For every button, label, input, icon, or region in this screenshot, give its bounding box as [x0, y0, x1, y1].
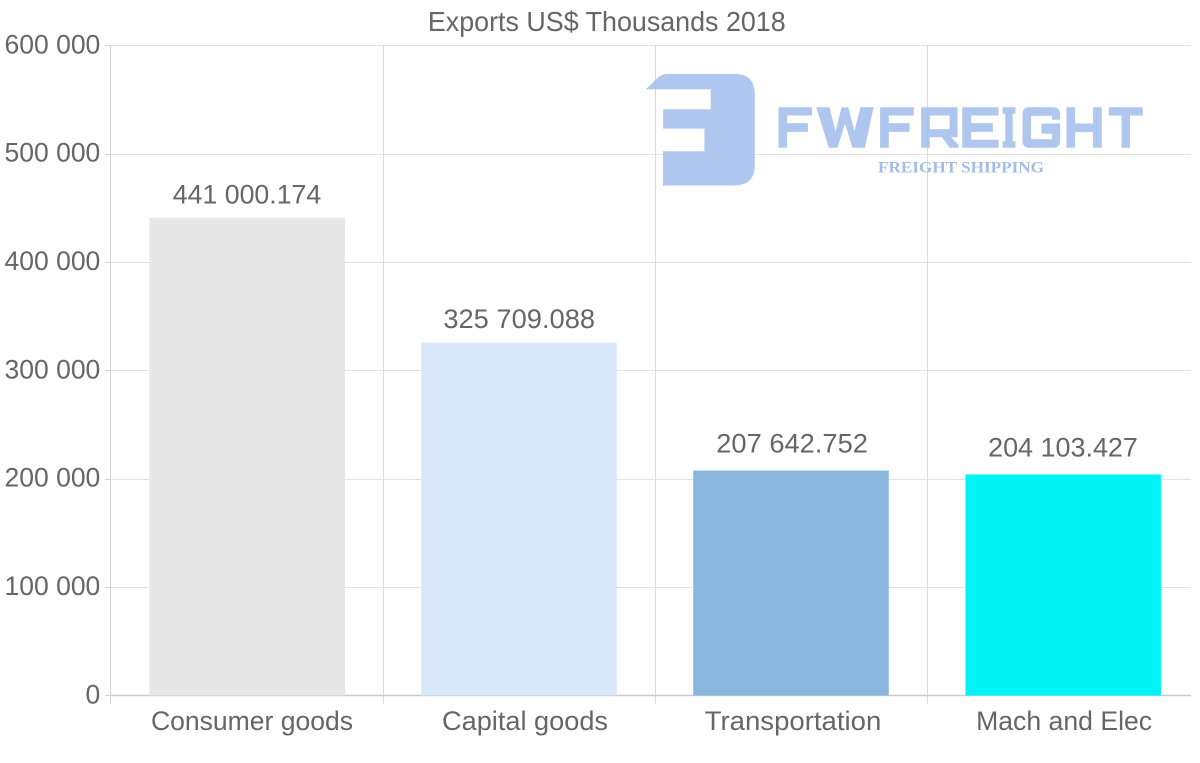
svg-text:200 000: 200 000: [5, 463, 101, 493]
svg-text:600 000: 600 000: [5, 29, 101, 59]
svg-text:325 709.088: 325 709.088: [443, 304, 595, 334]
svg-text:Transportation: Transportation: [705, 706, 882, 736]
svg-text:441 000.174: 441 000.174: [173, 180, 322, 210]
svg-text:500 000: 500 000: [5, 138, 101, 168]
svg-text:300 000: 300 000: [5, 354, 101, 384]
svg-text:Mach and Elec: Mach and Elec: [976, 706, 1152, 736]
svg-text:100 000: 100 000: [5, 571, 101, 601]
svg-text:Capital goods: Capital goods: [442, 706, 608, 736]
svg-text:Consumer goods: Consumer goods: [151, 706, 353, 736]
svg-text:FREIGHT SHIPPING: FREIGHT SHIPPING: [878, 159, 1044, 176]
svg-text:204 103.427: 204 103.427: [988, 432, 1138, 462]
svg-text:Exports US$ Thousands 2018: Exports US$ Thousands 2018: [428, 6, 786, 37]
svg-text:207 642.752: 207 642.752: [716, 429, 868, 459]
svg-text:400 000: 400 000: [5, 246, 101, 276]
svg-text:0: 0: [86, 679, 101, 709]
